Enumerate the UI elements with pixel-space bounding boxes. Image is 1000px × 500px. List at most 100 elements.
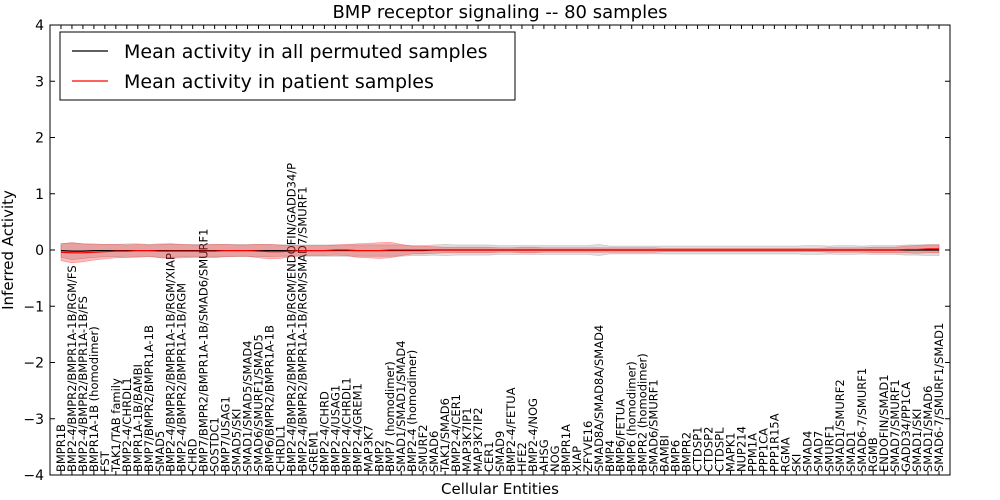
x-tick-label: CER1 <box>482 441 496 472</box>
x-tick-label: BMP7/BMPR2/BMPR1A-1B <box>142 325 156 472</box>
x-tick-label: CHRDL1 <box>273 425 287 472</box>
x-tick-label: PPM1A <box>745 433 759 472</box>
x-tick-label: BMPR1A-1B/BAMBI <box>131 364 145 472</box>
x-tick-label: SMAD1/SMAD5/SMAD4 <box>241 340 255 472</box>
x-tick-label: BMP2-4/BMPR2/BMPR1A-1B/RGM/SMAD7/SMURF1 <box>295 186 309 472</box>
x-tick-label: MAP3K7 <box>361 425 375 472</box>
y-tick-label: −3 <box>23 412 44 428</box>
x-tick-label: CTDSP2 <box>702 427 716 472</box>
x-tick-label: SMAD6 <box>427 431 441 472</box>
x-axis: BMPR1BBMP2-4/BMPR2/BMPR1A-1B/RGM/FSBMP2-… <box>54 25 946 475</box>
y-tick-label: 1 <box>35 187 44 203</box>
x-tick-label: SMAD1/SMURF2 <box>833 379 847 472</box>
x-tick-label: BMP7/USAG1 <box>219 396 233 472</box>
x-tick-label: SMAD6-7/SMURF1/SMAD1 <box>932 323 946 472</box>
x-tick-label: BMP6/BMPR2/BMPR1A-1B <box>263 325 277 472</box>
x-tick-label: BMP2-4/FETUA <box>504 387 518 472</box>
y-tick-label: 2 <box>35 131 44 147</box>
legend-label: Mean activity in all permuted samples <box>124 41 487 63</box>
x-tick-label: BMP2-4/BMPR2/BMPR1A-1B/RGM/ENDOFIN/GADD3… <box>284 163 298 472</box>
confidence-band <box>60 241 940 264</box>
x-tick-label: SMURF1 <box>822 424 836 472</box>
x-tick-label: BMP4 <box>603 440 617 472</box>
x-tick-label: SOSTDC1 <box>208 417 222 472</box>
x-tick-label: SMAD7/SMURF1 <box>888 379 902 472</box>
x-tick-label: PPP1R15A <box>767 413 781 472</box>
x-tick-label: MAPK1 <box>723 432 737 472</box>
x-tick-label: MAP3K7IP1 <box>460 407 474 472</box>
x-tick-label: ZFYVE16 <box>581 421 595 472</box>
x-tick-label: SMAD9 <box>493 431 507 472</box>
y-axis: −4 −3 −2 −1 0 1 2 3 4 <box>23 18 950 484</box>
x-tick-label: SMAD1/SMAD6 <box>921 386 935 472</box>
y-tick-label: 3 <box>35 74 44 90</box>
x-tick-label: SKI <box>789 454 803 472</box>
y-tick-label: −2 <box>23 356 44 372</box>
x-tick-label: BMP2-4/USAG1 <box>328 385 342 472</box>
y-axis-label: Inferred Activity <box>0 190 17 310</box>
y-tick-label: −4 <box>23 468 44 484</box>
x-tick-label: ENDOFIN/SMAD1 <box>877 374 891 472</box>
x-tick-label: CHRD <box>186 438 200 472</box>
x-tick-label: SMAD1/SMAD1/SMAD4 <box>394 340 408 472</box>
y-tick-label: −1 <box>23 299 44 315</box>
x-tick-label: NOG <box>548 445 562 472</box>
x-tick-label: BMPR1B <box>54 424 68 472</box>
x-tick-label: BMP2-4/CHRDL1 <box>120 377 134 472</box>
x-tick-label: CTDSPL <box>713 427 727 472</box>
legend: Mean activity in all permuted samples Mea… <box>59 31 516 101</box>
x-tick-label: SMAD5 <box>153 431 167 472</box>
x-tick-label: BMP2-4/NOG <box>526 398 540 472</box>
x-tick-label: BMP6 <box>669 440 683 472</box>
y-tick-label: 4 <box>35 18 44 34</box>
x-tick-label: RGMB <box>866 437 880 472</box>
x-tick-label: XIAP <box>570 446 584 472</box>
x-tick-label: BMP2-4/BMPR2/BMPR1A-1B/RGM/XIAP <box>164 253 178 472</box>
x-tick-label: SMAD6-7/SMURF1 <box>855 368 869 472</box>
x-tick-label: BMP2-4 (homodimer) <box>405 350 419 472</box>
x-tick-label: BMP6 (homodimer) <box>625 361 639 472</box>
legend-box <box>59 31 516 101</box>
series-lines <box>60 248 940 254</box>
x-tick-label: BMP6/FETUA <box>614 399 628 472</box>
confidence-bands <box>60 241 940 264</box>
x-tick-label: BMP2-4/CHRDL1 <box>339 377 353 472</box>
x-tick-label: HFE2 <box>515 442 529 472</box>
x-tick-label: SMAD7 <box>811 431 825 472</box>
x-tick-label: BMPR1A-1B (homodimer) <box>87 326 101 472</box>
x-tick-label: BMPR1A <box>559 424 573 472</box>
confidence-band <box>60 242 940 260</box>
x-axis-label: Cellular Entities <box>441 480 559 498</box>
chart-title: BMP receptor signaling -- 80 samples <box>332 2 667 23</box>
x-tick-label: BMP2-4/BMPR2/BMPR1A-1B/RGM <box>175 283 189 472</box>
x-tick-label: BMPR2 (homodimer) <box>636 353 650 472</box>
x-tick-label: AHSG <box>537 439 551 472</box>
x-tick-label: SMAD8A/SMAD8A/SMAD4 <box>592 325 606 472</box>
x-tick-label: CTDSP1 <box>691 427 705 472</box>
x-tick-label: TAK1/SMAD6 <box>438 398 452 473</box>
x-tick-label: SMAD1 <box>844 431 858 472</box>
x-tick-label: SMURF2 <box>416 424 430 472</box>
x-tick-label: BMP7 (homodimer) <box>383 361 397 472</box>
y-tick-label: 0 <box>35 243 44 259</box>
x-tick-label: PPP1CA <box>756 428 770 472</box>
x-tick-label: MAP3K7IP2 <box>471 407 485 472</box>
legend-label: Mean activity in patient samples <box>124 71 434 93</box>
x-tick-label: BMP2-4/BMPR2/BMPR1A-1B/FS <box>76 296 90 472</box>
x-tick-label: FST <box>98 450 112 472</box>
x-tick-label: SMAD5/SKI <box>230 409 244 472</box>
x-tick-label: SMAD4 <box>800 431 814 472</box>
x-tick-label: BMP2-4/CER1 <box>449 394 463 472</box>
series-line <box>60 248 940 254</box>
x-tick-label: TAK1/TAB family <box>109 378 123 473</box>
x-tick-label: SMAD6/SMURF1/SMAD5 <box>252 334 266 472</box>
x-tick-label: GREM1 <box>306 431 320 472</box>
x-tick-label: BMP2-4/CHRD <box>317 391 331 472</box>
x-tick-label: SMAD6/SMURF1 <box>647 379 661 472</box>
x-tick-label: BMP2 <box>372 440 386 472</box>
x-tick-label: BAMBI <box>658 435 672 472</box>
x-tick-label: BMP2-4/GREM1 <box>350 383 364 472</box>
x-tick-label: SMAD1/SKI <box>910 409 924 472</box>
x-tick-label: BMPR2 <box>680 432 694 472</box>
